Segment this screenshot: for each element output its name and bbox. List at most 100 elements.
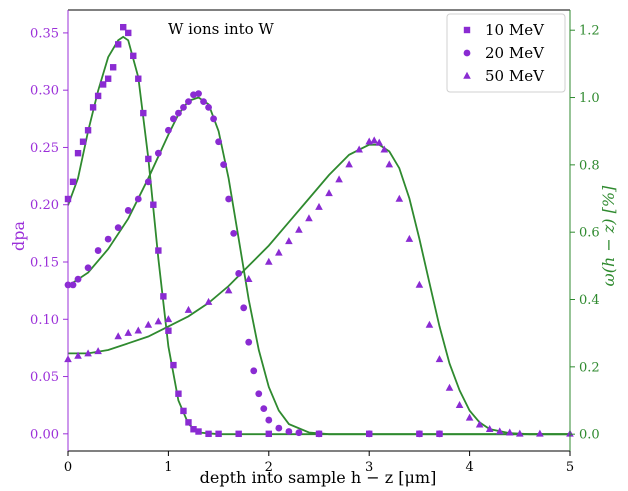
data-point-circle	[230, 229, 238, 237]
data-point-triangle	[536, 429, 544, 437]
data-point-circle	[365, 430, 373, 438]
y-right-tick-label: 0.8	[579, 158, 600, 173]
data-point-triangle	[425, 320, 434, 328]
data-point-square	[115, 41, 122, 48]
data-point-circle	[225, 195, 233, 203]
y-right-tick-label: 0.2	[579, 360, 600, 375]
fit-curve-2	[67, 96, 570, 436]
data-point-triangle	[475, 420, 484, 428]
data-point-square	[135, 75, 142, 82]
data-point-circle	[245, 338, 253, 346]
data-point-square	[94, 92, 102, 100]
data-point-triangle	[134, 326, 143, 334]
legend-marker-circle	[463, 49, 471, 57]
data-point-triangle	[495, 427, 504, 435]
data-point-square	[165, 327, 172, 334]
y-left-tick-label: 0.30	[30, 84, 59, 99]
y-left-tick-label: 0.25	[30, 141, 59, 156]
data-point-triangle	[265, 257, 273, 265]
data-point-circle	[84, 264, 92, 272]
data-point-square	[79, 138, 87, 145]
data-point-triangle	[325, 189, 333, 197]
y-axis-label-right: ω(h − z) [%]	[599, 185, 618, 286]
data-point-triangle	[285, 237, 293, 245]
data-point-triangle	[154, 317, 163, 325]
x-axis-label: depth into sample h − z [μm]	[200, 468, 437, 487]
data-point-square	[120, 23, 127, 31]
marker-layer	[64, 23, 574, 438]
data-point-triangle	[114, 332, 122, 340]
data-point-square	[125, 29, 132, 37]
curve-layer	[67, 35, 570, 436]
data-point-square	[265, 430, 272, 438]
data-point-square	[155, 247, 162, 254]
data-point-circle	[285, 428, 293, 435]
data-point-triangle	[455, 400, 464, 408]
data-point-triangle	[315, 202, 323, 210]
data-point-circle	[215, 138, 223, 146]
data-point-square	[185, 419, 192, 426]
y-right-tick-label: 0.6	[579, 226, 600, 241]
data-point-square	[130, 52, 137, 60]
data-point-circle	[175, 109, 182, 117]
y-axis-label-left: dpa	[9, 221, 28, 251]
y-right-tick-label: 1.2	[579, 24, 600, 39]
x-tick-label: 4	[465, 460, 473, 475]
legend: 10 MeV 20 MeV 50 MeV	[446, 13, 566, 93]
data-point-triangle	[516, 429, 524, 437]
data-point-circle	[114, 224, 122, 232]
data-point-circle	[134, 195, 142, 203]
fit-curve-3	[68, 143, 570, 436]
data-point-triangle	[505, 428, 514, 436]
data-point-circle	[154, 149, 162, 157]
data-point-triangle	[335, 175, 343, 183]
data-point-triangle	[224, 286, 233, 294]
data-point-square	[175, 390, 182, 397]
data-point-circle	[144, 178, 152, 186]
data-point-triangle	[275, 248, 283, 256]
data-point-triangle	[385, 160, 394, 168]
data-point-circle	[94, 247, 102, 254]
data-point-triangle	[370, 136, 379, 144]
data-point-triangle	[345, 160, 353, 168]
data-point-triangle	[485, 425, 494, 433]
data-point-square	[235, 430, 242, 438]
y-left-tick-label: 0.15	[30, 256, 59, 271]
data-point-square	[69, 178, 77, 186]
data-point-circle	[104, 235, 112, 243]
data-point-circle	[295, 429, 303, 437]
data-point-triangle	[465, 413, 474, 421]
data-point-circle	[74, 275, 82, 283]
data-point-circle	[416, 430, 423, 438]
data-point-square	[89, 104, 97, 111]
data-point-circle	[165, 126, 172, 134]
chart-annotation: W ions into W	[168, 20, 274, 38]
data-point-square	[104, 75, 112, 82]
data-point-triangle	[164, 315, 173, 323]
data-point-circle	[260, 405, 268, 413]
data-point-square	[215, 430, 222, 438]
data-point-circle	[235, 270, 243, 277]
data-point-circle	[69, 281, 77, 289]
data-point-circle	[436, 430, 443, 438]
data-point-triangle	[204, 297, 213, 305]
legend-label: 10 MeV	[485, 21, 545, 39]
y-left-tick-label: 0.00	[30, 427, 59, 442]
x-tick-label: 2	[265, 460, 273, 475]
y-left-tick-label: 0.20	[30, 198, 59, 213]
data-point-square	[99, 81, 107, 88]
data-point-triangle	[405, 234, 414, 242]
data-point-square	[84, 127, 92, 134]
data-point-circle	[255, 390, 263, 398]
y-right-tick-label: 0.4	[579, 293, 600, 308]
data-point-triangle	[94, 347, 102, 355]
y-left-tick-label: 0.35	[30, 26, 59, 41]
x-tick-label: 0	[64, 460, 72, 475]
data-point-square	[74, 149, 82, 157]
data-point-circle	[265, 416, 273, 424]
data-point-square	[160, 293, 167, 300]
data-point-square	[205, 430, 212, 438]
data-point-triangle	[295, 225, 303, 233]
data-point-circle	[250, 367, 258, 375]
